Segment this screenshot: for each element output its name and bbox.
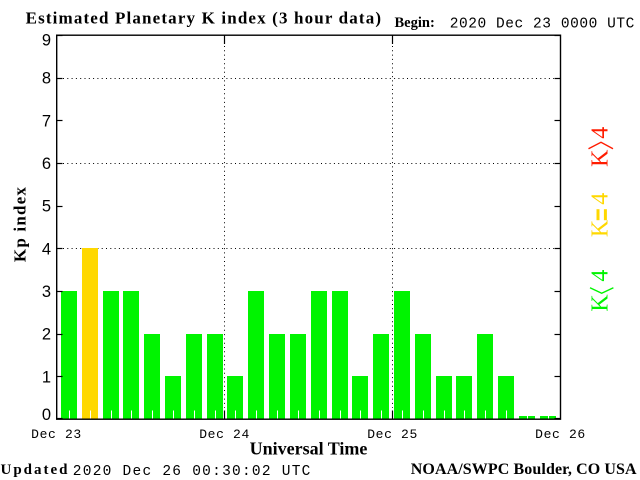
svg-text:2020 Dec 26 00:30:02 UTC: 2020 Dec 26 00:30:02 UTC <box>73 464 312 480</box>
svg-text:0: 0 <box>42 406 51 424</box>
svg-text:6: 6 <box>42 155 51 173</box>
svg-text:Updated: Updated <box>1 462 70 478</box>
svg-text:4: 4 <box>42 240 51 258</box>
svg-text:4: 4 <box>588 127 614 139</box>
svg-text:NOAA/SWPC Boulder, CO USA: NOAA/SWPC Boulder, CO USA <box>411 461 637 478</box>
svg-text:K: K <box>588 149 614 167</box>
svg-text:4: 4 <box>588 193 614 205</box>
svg-text:Dec 25: Dec 25 <box>367 427 418 442</box>
svg-text:Estimated Planetary K index (3: Estimated Planetary K index (3 hour data… <box>26 9 383 28</box>
svg-text:4: 4 <box>588 270 614 282</box>
svg-text:Dec 23: Dec 23 <box>31 427 82 442</box>
svg-text:2020 Dec 23 0000 UTC: 2020 Dec 23 0000 UTC <box>450 17 635 33</box>
svg-text:Kp index: Kp index <box>11 186 30 262</box>
svg-text:K: K <box>588 294 614 312</box>
svg-text:Universal Time: Universal Time <box>250 439 368 459</box>
svg-text:Dec 26: Dec 26 <box>535 427 586 442</box>
svg-text:2: 2 <box>42 326 51 344</box>
svg-text:Dec 24: Dec 24 <box>199 427 250 442</box>
svg-text:5: 5 <box>42 198 51 216</box>
svg-text:3: 3 <box>42 283 51 301</box>
svg-text:9: 9 <box>42 32 51 50</box>
svg-text:8: 8 <box>42 70 51 88</box>
svg-text:Begin:: Begin: <box>395 15 435 31</box>
svg-text:1: 1 <box>42 368 51 386</box>
svg-text:K: K <box>588 219 614 237</box>
svg-text:7: 7 <box>42 112 51 130</box>
